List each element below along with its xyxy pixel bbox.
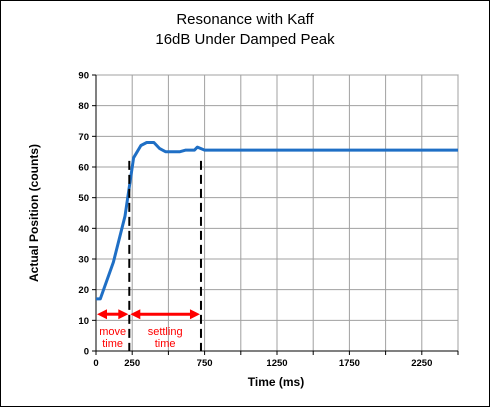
annotation-label: settling <box>148 326 183 338</box>
x-tick-label: 0 <box>93 358 98 369</box>
x-axis-label: Time (ms) <box>248 375 304 389</box>
x-tick-label: 750 <box>197 358 213 369</box>
x-tick-label: 2250 <box>411 358 432 369</box>
y-tick-label: 40 <box>78 224 89 235</box>
annotation-label: time <box>102 338 123 350</box>
annotation-arrowhead-left <box>130 309 141 320</box>
x-axis-ticks: 0 250 750 1250 1750 2250 <box>93 350 459 369</box>
series-line <box>96 141 458 301</box>
x-tick-label: 250 <box>124 358 140 369</box>
chart-title: Resonance with Kaff <box>176 11 314 28</box>
y-tick-label: 60 <box>78 163 89 174</box>
annotation-arrowhead-right <box>118 309 129 320</box>
series-layer <box>96 141 458 301</box>
y-axis-ticks: 0 10 20 30 40 50 60 70 80 90 <box>78 71 97 358</box>
grid-lines <box>95 74 459 352</box>
y-tick-label: 20 <box>78 285 89 296</box>
annotation-arrowhead-left <box>97 309 107 320</box>
y-axis-label: Actual Position (counts) <box>27 144 41 282</box>
chart-subtitle: 16dB Under Damped Peak <box>155 31 335 48</box>
y-tick-label: 0 <box>84 347 89 358</box>
x-tick-label: 1750 <box>339 358 360 369</box>
y-tick-label: 70 <box>78 132 89 143</box>
marker-lines <box>128 160 202 351</box>
annotation-arrowhead-right <box>189 309 200 320</box>
y-tick-label: 80 <box>78 101 89 112</box>
y-tick-label: 10 <box>78 316 89 327</box>
y-tick-label: 90 <box>78 71 89 82</box>
y-tick-label: 50 <box>78 193 89 204</box>
annotation-label: time <box>155 338 176 350</box>
y-tick-label: 30 <box>78 255 89 266</box>
annotation-label: move <box>99 326 126 338</box>
x-tick-label: 1250 <box>266 358 287 369</box>
